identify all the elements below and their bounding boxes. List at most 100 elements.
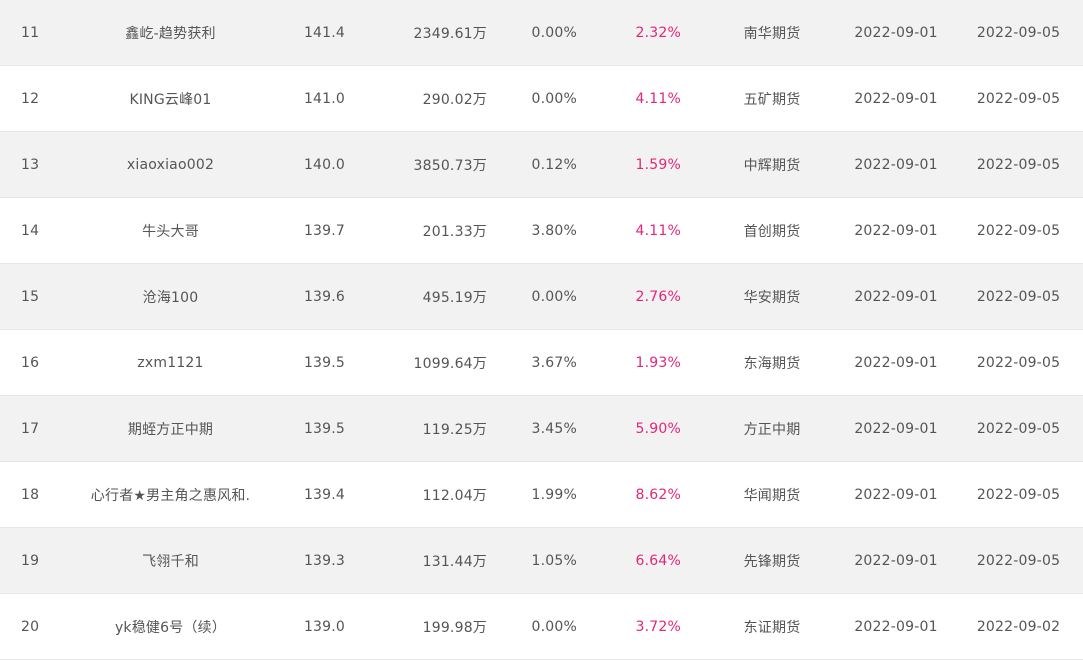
- start-date-cell: 2022-09-01: [854, 486, 938, 503]
- account-name-cell[interactable]: 飞翎千和: [142, 553, 199, 570]
- score-cell: 141.0: [303, 90, 346, 107]
- score-cell: 139.4: [303, 486, 346, 503]
- return-cell: 8.62%: [635, 486, 681, 503]
- end-date-cell: 2022-09-02: [976, 618, 1061, 635]
- broker-cell: 五矿期货: [743, 91, 801, 108]
- table-row[interactable]: 18 心行者★男主角之惠风和. 139.4 112.04万 1.99% 8.62% 华闻期货…: [0, 462, 1083, 528]
- drawdown-cell: 3.45%: [531, 420, 577, 437]
- score-cell: 139.5: [303, 420, 346, 437]
- return-cell: 5.90%: [635, 420, 681, 437]
- equity-cell: 201.33万: [422, 223, 487, 240]
- end-date-cell: 2022-09-05: [976, 486, 1061, 503]
- rank-cell: 16: [21, 354, 40, 371]
- rank-cell: 13: [21, 156, 40, 173]
- start-date-cell: 2022-09-01: [854, 90, 938, 107]
- broker-cell: 南华期货: [743, 25, 801, 42]
- account-name-cell[interactable]: 牛头大哥: [142, 223, 199, 240]
- drawdown-cell: 0.12%: [531, 156, 577, 173]
- account-name-cell[interactable]: yk稳健6号（续）: [114, 619, 227, 636]
- drawdown-cell: 1.99%: [531, 486, 577, 503]
- broker-cell: 华安期货: [743, 289, 801, 306]
- return-cell: 6.64%: [635, 552, 681, 569]
- table-row[interactable]: 19 飞翎千和 139.3 131.44万 1.05% 6.64% 先锋期货 2022-09-…: [0, 528, 1083, 594]
- end-date-cell: 2022-09-05: [976, 354, 1061, 371]
- score-cell: 139.3: [303, 552, 346, 569]
- table-row[interactable]: 15 沧海100 139.6 495.19万 0.00% 2.76% 华安期货 2022-09…: [0, 264, 1083, 330]
- score-cell: 139.6: [303, 288, 346, 305]
- start-date-cell: 2022-09-01: [854, 618, 938, 635]
- score-cell: 140.0: [303, 156, 346, 173]
- start-date-cell: 2022-09-01: [854, 222, 938, 239]
- equity-cell: 112.04万: [422, 487, 487, 504]
- return-cell: 3.72%: [635, 618, 681, 635]
- rank-cell: 18: [21, 486, 40, 503]
- broker-cell: 首创期货: [743, 223, 801, 240]
- table-row[interactable]: 20 yk稳健6号（续） 139.0 199.98万 0.00% 3.72% 东证期货 202…: [0, 594, 1083, 660]
- rank-cell: 17: [21, 420, 40, 437]
- return-cell: 4.11%: [635, 90, 681, 107]
- rank-cell: 11: [21, 24, 40, 41]
- equity-cell: 131.44万: [422, 553, 487, 570]
- rank-cell: 19: [21, 552, 40, 569]
- broker-cell: 先锋期货: [743, 553, 801, 570]
- table-row[interactable]: 12 KING云峰01 141.0 290.02万 0.00% 4.11% 五矿期货 2022…: [0, 66, 1083, 132]
- equity-cell: 2349.61万: [413, 25, 487, 42]
- drawdown-cell: 0.00%: [531, 618, 577, 635]
- drawdown-cell: 0.00%: [531, 24, 577, 41]
- account-name-cell[interactable]: zxm1121: [137, 354, 204, 371]
- start-date-cell: 2022-09-01: [854, 288, 938, 305]
- account-name-cell[interactable]: 沧海100: [142, 289, 199, 306]
- drawdown-cell: 3.67%: [531, 354, 577, 371]
- drawdown-cell: 0.00%: [531, 90, 577, 107]
- end-date-cell: 2022-09-05: [976, 156, 1061, 173]
- account-name-cell[interactable]: xiaoxiao002: [126, 156, 215, 173]
- score-cell: 139.0: [303, 618, 346, 635]
- start-date-cell: 2022-09-01: [854, 420, 938, 437]
- table-row[interactable]: 14 牛头大哥 139.7 201.33万 3.80% 4.11% 首创期货 2022-09-…: [0, 198, 1083, 264]
- equity-cell: 3850.73万: [413, 157, 487, 174]
- broker-cell: 中辉期货: [743, 157, 801, 174]
- equity-cell: 1099.64万: [413, 355, 487, 372]
- equity-cell: 495.19万: [422, 289, 487, 306]
- return-cell: 4.11%: [635, 222, 681, 239]
- equity-cell: 119.25万: [422, 421, 487, 438]
- equity-cell: 290.02万: [422, 91, 487, 108]
- end-date-cell: 2022-09-05: [976, 222, 1061, 239]
- account-name-cell[interactable]: 鑫屹-趋势获利: [125, 25, 216, 42]
- end-date-cell: 2022-09-05: [976, 90, 1061, 107]
- table-row[interactable]: 16 zxm1121 139.5 1099.64万 3.67% 1.93% 东海期货 2022…: [0, 330, 1083, 396]
- rank-cell: 15: [21, 288, 40, 305]
- end-date-cell: 2022-09-05: [976, 420, 1061, 437]
- return-cell: 1.93%: [635, 354, 681, 371]
- broker-cell: 华闻期货: [743, 487, 801, 504]
- start-date-cell: 2022-09-01: [854, 354, 938, 371]
- start-date-cell: 2022-09-01: [854, 156, 938, 173]
- drawdown-cell: 0.00%: [531, 288, 577, 305]
- broker-cell: 方正中期: [743, 421, 801, 438]
- start-date-cell: 2022-09-01: [854, 24, 938, 41]
- account-name-cell[interactable]: KING云峰01: [129, 91, 212, 108]
- score-cell: 139.5: [303, 354, 346, 371]
- drawdown-cell: 3.80%: [531, 222, 577, 239]
- rank-cell: 14: [21, 222, 40, 239]
- end-date-cell: 2022-09-05: [976, 288, 1061, 305]
- return-cell: 1.59%: [635, 156, 681, 173]
- drawdown-cell: 1.05%: [531, 552, 577, 569]
- return-cell: 2.76%: [635, 288, 681, 305]
- start-date-cell: 2022-09-01: [854, 552, 938, 569]
- broker-cell: 东海期货: [743, 355, 801, 372]
- rank-cell: 20: [21, 618, 40, 635]
- account-name-cell[interactable]: 心行者★男主角之惠风和.: [90, 487, 251, 504]
- return-cell: 2.32%: [635, 24, 681, 41]
- equity-cell: 199.98万: [422, 619, 487, 636]
- table-row[interactable]: 13 xiaoxiao002 140.0 3850.73万 0.12% 1.59% 中辉期货…: [0, 132, 1083, 198]
- rank-cell: 12: [21, 90, 40, 107]
- table-row[interactable]: 17 期蛭方正中期 139.5 119.25万 3.45% 5.90% 方正中期 2022-0…: [0, 396, 1083, 462]
- account-name-cell[interactable]: 期蛭方正中期: [127, 421, 214, 438]
- score-cell: 139.7: [303, 222, 346, 239]
- end-date-cell: 2022-09-05: [976, 552, 1061, 569]
- table-row[interactable]: 11 鑫屹-趋势获利 141.4 2349.61万 0.00% 2.32% 南华期货 2022…: [0, 0, 1083, 66]
- end-date-cell: 2022-09-05: [976, 24, 1061, 41]
- broker-cell: 东证期货: [743, 619, 801, 636]
